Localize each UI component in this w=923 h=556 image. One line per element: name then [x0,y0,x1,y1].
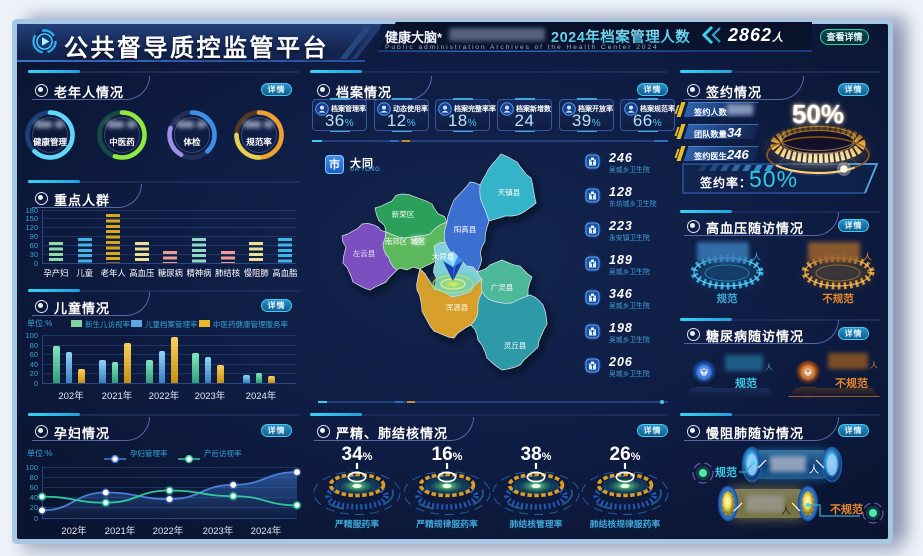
svg-text:大同县: 大同县 [432,251,455,261]
svg-text:广灵县: 广灵县 [491,282,514,292]
svg-text:天镇县: 天镇县 [498,187,521,197]
svg-text:阳高县: 阳高县 [454,224,477,234]
svg-text:左云县: 左云县 [353,248,376,258]
svg-text:灵丘县: 灵丘县 [504,341,527,350]
svg-text:浑源县: 浑源县 [446,303,469,312]
svg-text:南郊区: 南郊区 [385,236,408,246]
svg-text:城区: 城区 [411,237,426,246]
svg-text:新荣区: 新荣区 [392,209,415,219]
